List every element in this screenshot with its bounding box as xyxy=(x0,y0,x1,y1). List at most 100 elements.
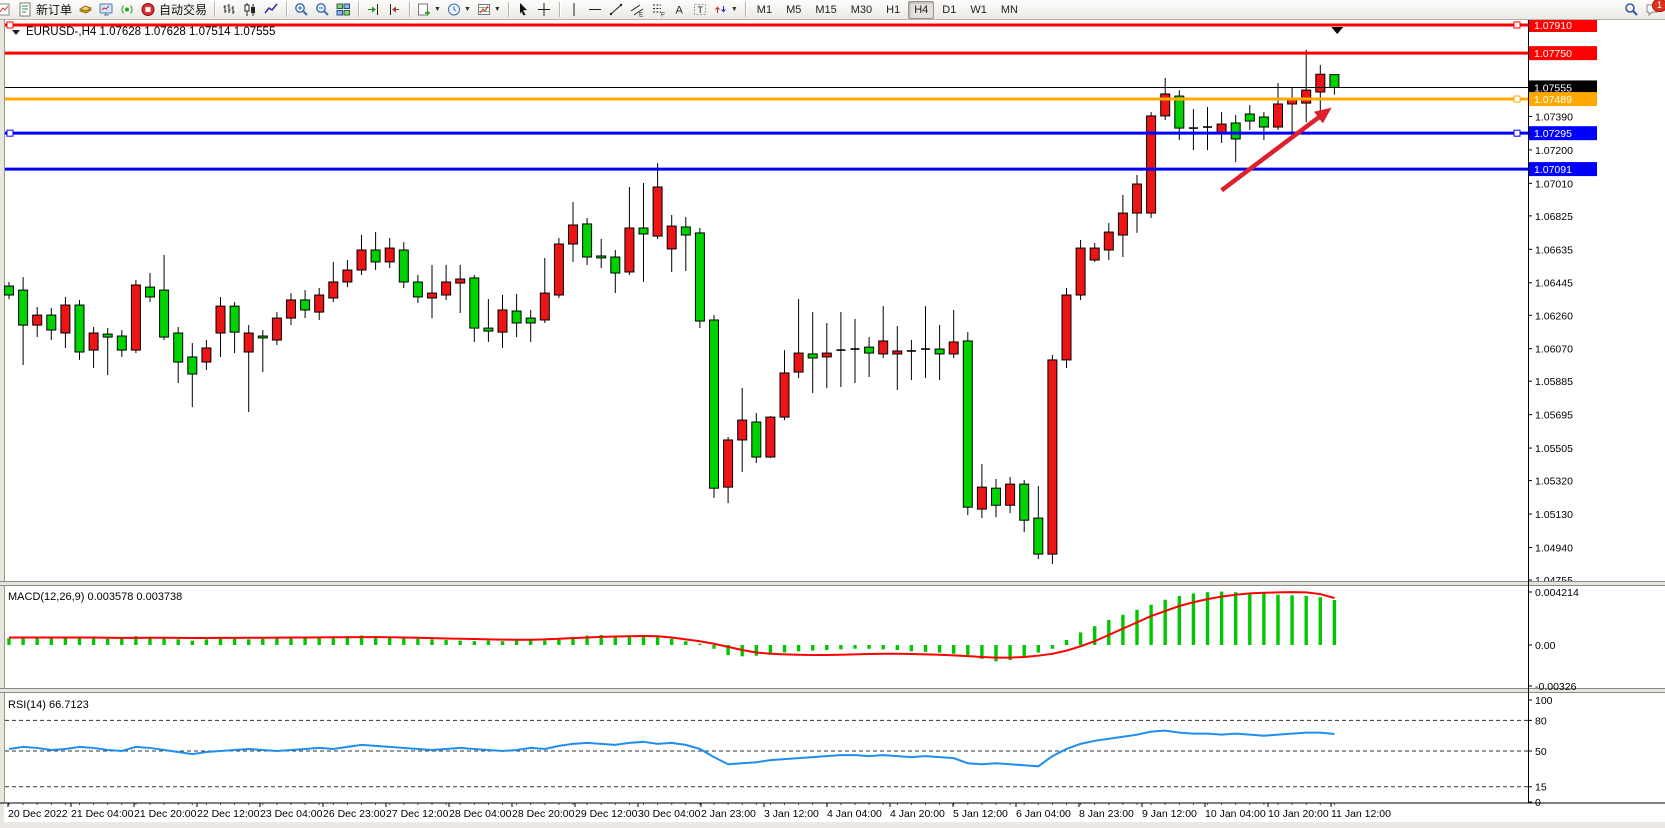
vline-button[interactable] xyxy=(564,1,585,19)
hline-button[interactable] xyxy=(585,1,606,19)
search-button[interactable] xyxy=(1621,1,1642,19)
alerts-button[interactable]: 1 xyxy=(1642,0,1665,19)
notification-badge: 1 xyxy=(1651,0,1665,12)
chevron-down-icon: ▼ xyxy=(463,6,471,13)
toolbar-separator xyxy=(358,2,360,17)
bar-chart-button[interactable] xyxy=(219,1,240,19)
channel-button[interactable]: E xyxy=(627,1,648,19)
bull-candle xyxy=(1301,89,1312,104)
bear-candle xyxy=(596,255,607,259)
symbol-dropdown-icon[interactable] xyxy=(12,30,20,35)
chart-shift-button[interactable] xyxy=(384,1,405,19)
cursor-button[interactable] xyxy=(513,1,534,19)
text-button[interactable]: A xyxy=(669,1,690,19)
price-tick-label: 1.05320 xyxy=(1535,476,1573,488)
trendline-icon xyxy=(609,3,623,16)
tile-windows-button[interactable] xyxy=(333,1,354,19)
candle-chart-button[interactable] xyxy=(240,1,261,19)
line-handle[interactable] xyxy=(1513,95,1521,103)
zoom-in-button[interactable] xyxy=(291,1,312,19)
timeframe-m30-button[interactable]: M30 xyxy=(850,3,873,16)
auto-scroll-button[interactable] xyxy=(363,1,384,19)
timeframe-m15-button[interactable]: M15 xyxy=(815,3,837,16)
time-tick-label: 10 Jan 20:00 xyxy=(1268,808,1329,820)
time-tick-label: 9 Jan 12:00 xyxy=(1142,808,1197,820)
time-tick-label: 11 Jan 12:00 xyxy=(1331,808,1391,820)
zoom-out-button[interactable] xyxy=(312,1,333,19)
time-tick-label: 28 Dec 20:00 xyxy=(512,808,575,820)
indicator-button[interactable]: ▼ xyxy=(474,1,504,19)
tile-windows-icon xyxy=(336,3,351,16)
line-handle[interactable] xyxy=(6,21,14,29)
chart-doc-button[interactable] xyxy=(0,1,15,19)
time-tick-label: 4 Jan 20:00 xyxy=(890,808,945,820)
timeframe-w1-button[interactable]: W1 xyxy=(970,3,987,16)
period-icon xyxy=(447,3,460,16)
bull-candle xyxy=(1047,359,1058,555)
chart-shift-icon xyxy=(390,4,400,15)
line-handle[interactable] xyxy=(1513,129,1521,137)
time-tick-label: 23 Dec 04:00 xyxy=(260,808,323,820)
bear-candle xyxy=(934,348,945,355)
price-tick-label: 1.04940 xyxy=(1535,542,1573,554)
new-order-button[interactable]: 新订单 xyxy=(15,1,75,19)
label-button[interactable]: T xyxy=(690,1,711,19)
market-watch-button[interactable] xyxy=(96,1,117,19)
bull-candle xyxy=(878,340,889,355)
bear-candle xyxy=(370,249,381,263)
price-tick-label: 1.06445 xyxy=(1535,278,1573,290)
window-bottom-edge xyxy=(0,822,1665,828)
navigator-button[interactable] xyxy=(117,1,138,19)
timeframe-h4-button[interactable]: H4 xyxy=(908,0,935,19)
trend-arrow-annotation[interactable] xyxy=(1220,107,1332,193)
line-handle[interactable] xyxy=(6,129,14,137)
new-window-button[interactable]: ▼ xyxy=(414,1,444,19)
toolbar-separator xyxy=(558,2,560,17)
bull-candle xyxy=(1273,103,1283,128)
timeframe-m1-button[interactable]: M1 xyxy=(756,3,773,16)
rsi-panel-splitter[interactable] xyxy=(0,688,1665,693)
arrows-button[interactable]: ▼ xyxy=(711,1,741,19)
svg-text:T: T xyxy=(697,5,703,15)
bear-candle xyxy=(229,305,240,333)
price-tick-label: 1.05695 xyxy=(1535,410,1573,422)
chart-doc-icon xyxy=(0,3,10,16)
bull-candle xyxy=(948,341,959,355)
new-chart-gold-button[interactable] xyxy=(75,1,96,19)
bear-candle xyxy=(469,277,480,329)
timeframe-h1-button[interactable]: H1 xyxy=(886,3,901,16)
bear-candle xyxy=(257,335,268,339)
trendline-button[interactable] xyxy=(606,1,627,19)
timeframe-m5-button[interactable]: M5 xyxy=(786,3,802,16)
timeframe-mn-button[interactable]: MN xyxy=(1000,3,1018,16)
timeframe-d1-button[interactable]: D1 xyxy=(942,3,957,16)
bull-candle xyxy=(1061,294,1072,361)
bull-candle xyxy=(1005,483,1016,506)
line-handle[interactable] xyxy=(1513,21,1521,29)
crosshair-button[interactable] xyxy=(534,1,555,19)
text-icon: A xyxy=(675,5,683,17)
bull-candle xyxy=(793,352,804,373)
time-tick-label: 21 Dec 20:00 xyxy=(134,808,197,820)
bear-candle xyxy=(694,232,705,322)
bull-candle xyxy=(892,350,903,355)
autotrading-button[interactable]: 自动交易 xyxy=(138,1,210,19)
price-badge xyxy=(1529,20,1597,32)
bull-candle xyxy=(60,304,71,334)
macd-panel-splitter[interactable] xyxy=(0,581,1665,586)
bear-candle xyxy=(638,227,649,235)
time-tick-label: 5 Jan 12:00 xyxy=(953,808,1008,820)
hline-icon xyxy=(588,9,601,10)
line-chart-icon xyxy=(264,3,278,14)
bull-candle xyxy=(342,269,353,283)
line-chart-button[interactable] xyxy=(261,1,282,19)
fibo-button[interactable]: F xyxy=(648,1,669,19)
period-button[interactable]: ▼ xyxy=(444,1,474,19)
bull-candle xyxy=(779,372,790,418)
bull-candle xyxy=(314,294,325,313)
chevron-down-icon: ▼ xyxy=(493,6,501,13)
bull-candle xyxy=(723,439,734,488)
zoom-out-icon xyxy=(316,3,329,16)
price-tick-label: 1.06260 xyxy=(1535,310,1573,322)
